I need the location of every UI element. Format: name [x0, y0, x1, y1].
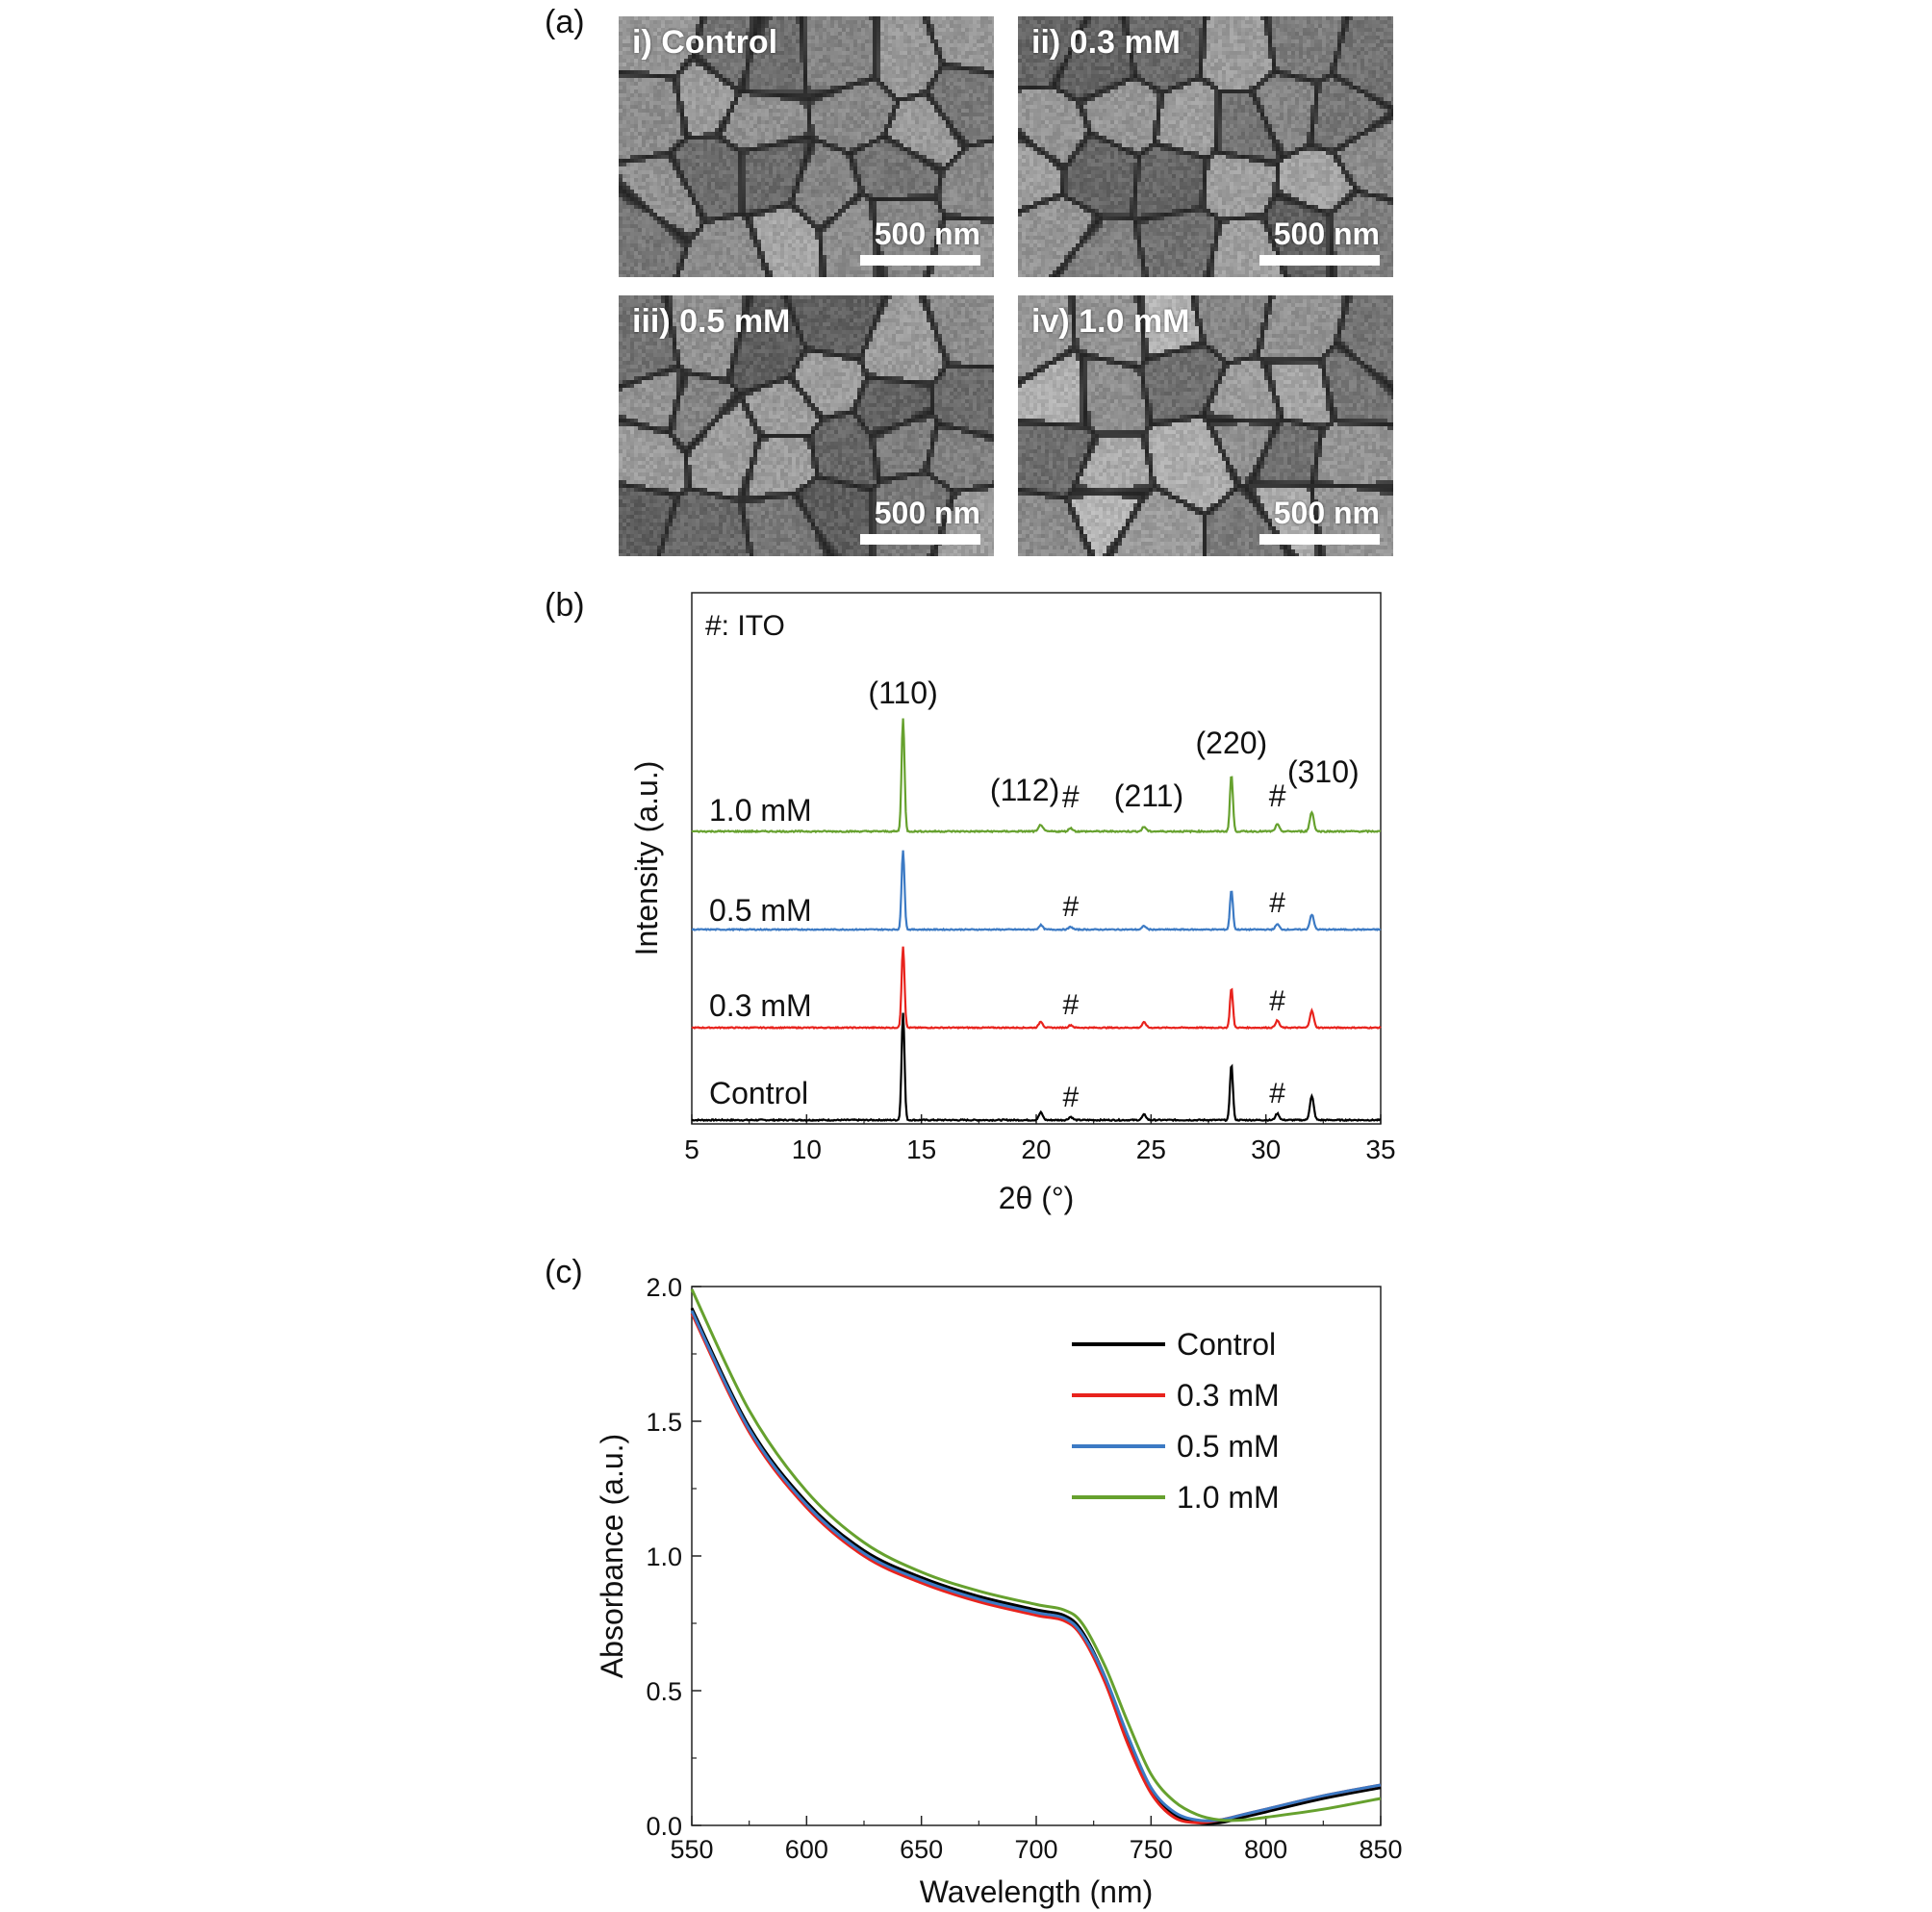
ito-marker: # — [1269, 887, 1285, 919]
series-label: 0.5 mM — [709, 893, 812, 928]
panel-c-letter: (c) — [545, 1254, 583, 1291]
sem-grain-texture — [619, 295, 994, 556]
scale-bar-label: 500 nm — [1274, 217, 1380, 252]
x-tick-label: 20 — [1021, 1134, 1051, 1164]
panel-b-letter: (b) — [545, 587, 585, 625]
scale-bar — [1259, 534, 1380, 545]
y-tick-label: 0.5 — [646, 1677, 682, 1706]
sem-label: iii) 0.5 mM — [632, 303, 790, 341]
x-tick-label: 700 — [1014, 1835, 1057, 1864]
x-tick-label: 600 — [785, 1835, 828, 1864]
x-tick-label: 650 — [900, 1835, 943, 1864]
scale-bar — [860, 255, 980, 266]
peak-annotation: (310) — [1287, 754, 1360, 789]
sem-label: i) Control — [632, 24, 777, 62]
sem-grain-texture — [1018, 16, 1393, 277]
sem-grain-texture — [1018, 295, 1393, 556]
y-tick-label: 1.5 — [646, 1408, 682, 1437]
sem-grains — [619, 295, 994, 556]
series-line — [691, 946, 1382, 1031]
sem-grains — [1018, 295, 1393, 556]
legend-label: 1.0 mM — [1177, 1480, 1280, 1515]
x-tick-label: 35 — [1365, 1134, 1395, 1164]
scale-bar-label: 500 nm — [875, 496, 980, 531]
peak-annotation: (220) — [1196, 726, 1268, 760]
scale-bar-label: 500 nm — [875, 217, 980, 252]
legend-label: 0.5 mM — [1177, 1429, 1280, 1464]
legend-label: Control — [1177, 1327, 1276, 1362]
peak-annotation: (110) — [868, 676, 937, 710]
sem-grain-texture — [619, 16, 994, 277]
x-tick-label: 800 — [1244, 1835, 1287, 1864]
sem-image-0-3mm: ii) 0.3 mM 500 nm — [1018, 16, 1393, 277]
ito-marker: # — [1062, 1082, 1079, 1113]
peak-annotation: (211) — [1114, 778, 1183, 813]
ito-marker: # — [1062, 989, 1079, 1021]
peak-annotation: (112) — [990, 773, 1059, 807]
series-label: Control — [709, 1076, 808, 1110]
y-axis-label: Absorbance (a.u.) — [595, 1434, 629, 1678]
ito-note: #: ITO — [705, 610, 785, 642]
plot-frame — [691, 592, 1382, 1125]
series-line — [690, 1288, 1382, 1823]
x-axis-label: Wavelength (nm) — [920, 1874, 1153, 1909]
scale-bar-label: 500 nm — [1274, 496, 1380, 531]
scale-bar — [860, 534, 980, 545]
plot-frame — [691, 1286, 1382, 1826]
sem-grains — [619, 16, 994, 277]
sem-label: ii) 0.3 mM — [1031, 24, 1181, 62]
x-axis-label: 2θ (°) — [999, 1181, 1075, 1215]
panel-a-letter: (a) — [545, 4, 585, 41]
x-tick-label: 30 — [1251, 1134, 1281, 1164]
y-axis-label: Intensity (a.u.) — [629, 761, 664, 956]
absorbance-chart: 550 600 650 700 750 800 850 0.0 0.5 1.0 1.5 2.0 Wave… — [595, 1273, 1403, 1909]
ito-marker: # — [1062, 891, 1079, 923]
peak-annotation: # — [1269, 778, 1286, 813]
series-line — [691, 1012, 1381, 1123]
sem-label: iv) 1.0 mM — [1031, 303, 1189, 341]
series-label: 1.0 mM — [709, 793, 812, 828]
scale-bar — [1259, 255, 1380, 266]
x-tick-label: 15 — [906, 1134, 936, 1164]
series-label: 0.3 mM — [709, 988, 812, 1023]
series-line — [692, 850, 1382, 932]
sem-image-0-5mm: iii) 0.5 mM 500 nm — [619, 295, 994, 556]
series-line — [690, 1310, 1382, 1823]
y-tick-label: 1.0 — [646, 1542, 682, 1571]
sem-grains — [1018, 16, 1393, 277]
sem-image-1-0mm: iv) 1.0 mM 500 nm — [1018, 295, 1393, 556]
x-tick-label: 550 — [670, 1835, 713, 1864]
y-tick-label: 2.0 — [646, 1273, 682, 1302]
sem-image-control: i) Control 500 nm — [619, 16, 994, 277]
x-tick-label: 750 — [1130, 1835, 1173, 1864]
ito-marker: # — [1269, 1078, 1285, 1109]
x-tick-label: 10 — [792, 1134, 822, 1164]
peak-annotation: # — [1062, 779, 1080, 814]
xrd-chart: 5 10 15 20 25 30 35 2θ (°) Intensity (a.u.) #: IT… — [629, 592, 1396, 1215]
legend-label: 0.3 mM — [1177, 1378, 1280, 1413]
x-tick-label: 5 — [684, 1134, 699, 1164]
x-tick-label: 25 — [1136, 1134, 1166, 1164]
x-tick-label: 850 — [1359, 1835, 1402, 1864]
ito-marker: # — [1269, 985, 1285, 1017]
y-tick-label: 0.0 — [646, 1812, 682, 1841]
series-line — [691, 718, 1382, 834]
